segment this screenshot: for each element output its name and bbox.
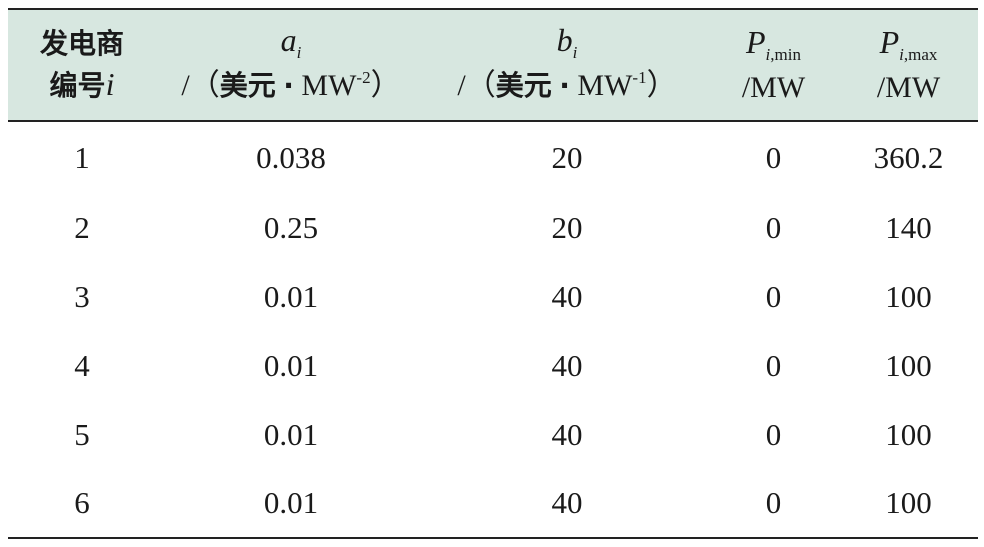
header-coef-a-unit-dot: ·	[283, 69, 294, 102]
generator-parameter-table-wrapper: 发电商 编号i ai /（美元 · MW-2） bi /（美元 · MW-1） …	[8, 8, 978, 539]
cell-p-min: 0	[765, 347, 782, 383]
cell-coef-b: 40	[551, 347, 583, 383]
header-p-max-subscript-i: i	[899, 45, 904, 64]
cell-p-max: 100	[839, 469, 978, 539]
cell-p-min: 0	[765, 278, 782, 314]
header-coef-b-symbol: b	[556, 22, 573, 58]
cell-coef-a: 0.01	[156, 469, 426, 539]
table-row: 1 0.038 20 0 360.2	[8, 121, 978, 193]
cell-coef-b: 20	[551, 209, 583, 245]
cell-coef-a: 0.25	[263, 209, 319, 245]
header-generator-id-line2: 编号	[49, 69, 106, 102]
header-p-max-symbol: P	[879, 24, 900, 60]
header-coef-b: bi /（美元 · MW-1）	[426, 9, 708, 121]
cell-coef-b: 20	[551, 139, 583, 175]
table-row: 4 0.01 40 0 100	[8, 331, 978, 400]
header-coef-b-unit-close: ）	[646, 69, 677, 102]
header-p-max: Pi,max /MW	[839, 9, 978, 121]
header-coef-b-subscript: i	[572, 43, 578, 62]
cell-p-min: 0	[765, 209, 782, 245]
header-coef-a-subscript: i	[296, 43, 302, 62]
header-p-min-unit: /MW	[741, 71, 806, 104]
cell-p-max: 100	[885, 278, 932, 314]
header-p-min-symbol: P	[746, 24, 766, 60]
cell-p-max: 140	[885, 209, 932, 245]
cell-coef-a: 0.01	[263, 347, 319, 383]
header-coef-a-unit-open: /（	[181, 69, 220, 102]
header-generator-id-line1: 发电商	[39, 27, 124, 60]
header-generator-id-symbol: i	[105, 66, 115, 102]
header-p-max-subscript-max: ,max	[903, 45, 938, 64]
generator-parameter-table: 发电商 编号i ai /（美元 · MW-2） bi /（美元 · MW-1） …	[8, 8, 978, 539]
header-coef-b-unit-dot: ·	[559, 69, 570, 102]
cell-coef-b: 40	[426, 469, 708, 539]
table-row: 5 0.01 40 0 100	[8, 400, 978, 469]
header-p-min-subscript-i: i	[765, 45, 771, 64]
table-row: 2 0.25 20 0 140	[8, 193, 978, 262]
header-row: 发电商 编号i ai /（美元 · MW-2） bi /（美元 · MW-1） …	[8, 9, 978, 121]
cell-generator-id: 4	[74, 347, 90, 383]
table-row: 3 0.01 40 0 100	[8, 262, 978, 331]
header-coef-a-unit-mw: MW	[301, 69, 357, 102]
header-coef-b-unit-open: /（	[457, 69, 496, 102]
header-coef-b-unit-exponent: -1	[632, 68, 647, 87]
header-coef-a-unit: /（美元 · MW-2）	[156, 66, 426, 110]
header-p-min: Pi,min /MW	[708, 9, 839, 121]
cell-p-max: 100	[885, 347, 932, 383]
cell-coef-a: 0.038	[256, 139, 326, 175]
table-row: 6 0.01 40 0 100	[8, 469, 978, 539]
cell-p-min: 0	[765, 416, 782, 452]
table-body: 1 0.038 20 0 360.2 2 0.25 20 0 140 3 0.0…	[8, 121, 978, 539]
header-coef-a-unit-currency: 美元	[219, 69, 276, 102]
header-p-min-subscript-min: ,min	[770, 45, 801, 64]
cell-coef-b: 40	[551, 278, 583, 314]
header-coef-a-unit-exponent: -2	[356, 68, 371, 87]
cell-p-min: 0	[708, 469, 839, 539]
header-coef-b-unit-mw: MW	[577, 69, 633, 102]
cell-p-min: 0	[765, 139, 782, 175]
header-coef-a-symbol: a	[280, 22, 297, 58]
header-coef-a: ai /（美元 · MW-2）	[156, 9, 426, 121]
cell-generator-id: 3	[74, 278, 90, 314]
header-coef-a-unit-close: ）	[370, 69, 401, 102]
cell-p-max: 360.2	[873, 139, 944, 175]
cell-generator-id: 1	[74, 139, 90, 175]
cell-coef-b: 40	[551, 416, 583, 452]
table-header: 发电商 编号i ai /（美元 · MW-2） bi /（美元 · MW-1） …	[8, 9, 978, 121]
cell-coef-a: 0.01	[263, 416, 319, 452]
cell-generator-id: 5	[74, 416, 90, 452]
cell-coef-a: 0.01	[263, 278, 319, 314]
header-coef-b-unit-currency: 美元	[495, 69, 552, 102]
cell-generator-id: 2	[74, 209, 90, 245]
header-coef-b-unit: /（美元 · MW-1）	[426, 66, 708, 110]
header-generator-id: 发电商 编号i	[8, 9, 156, 121]
cell-generator-id: 6	[8, 469, 156, 539]
cell-p-max: 100	[885, 416, 932, 452]
header-p-max-unit: /MW	[876, 71, 941, 104]
